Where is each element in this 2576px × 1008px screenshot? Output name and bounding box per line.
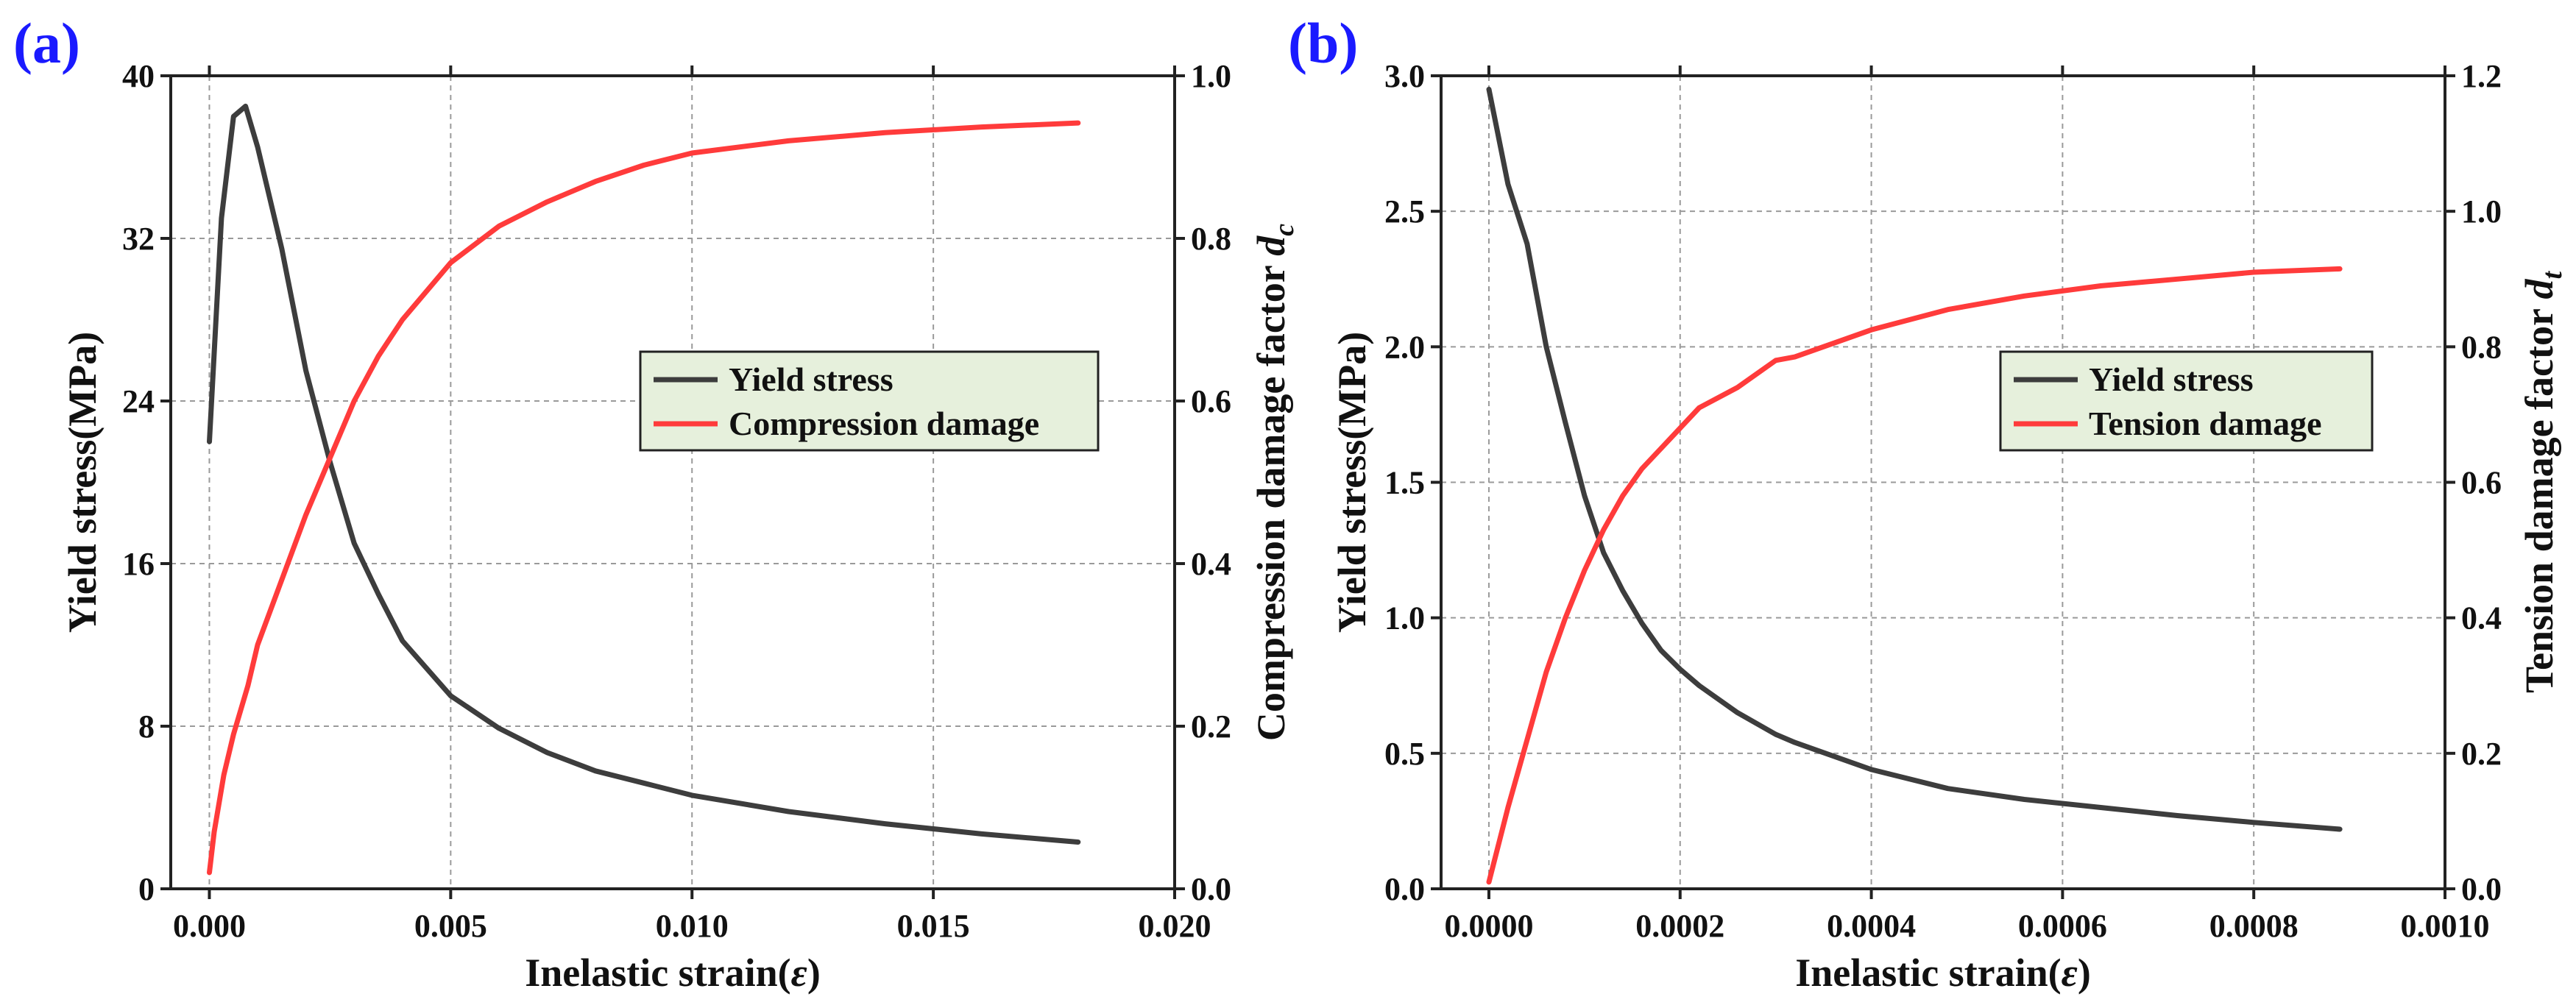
y-left-tick-label: 8 xyxy=(138,709,155,745)
y-right-tick-label: 0.0 xyxy=(1191,871,1231,907)
panel-a: (a) 0.000 0.005 0.010 0.015 0.020 0 8 16 24 32 40 0.… xyxy=(13,11,1300,995)
y-left-tick-label: 2.5 xyxy=(1384,194,1425,230)
panel-b: (b)0.0000 0.0002 0.0004 0.0006 0.0008 0.00100… xyxy=(1288,11,2568,995)
legend-box xyxy=(1999,350,2374,452)
legend-entry-label: Tension damage xyxy=(2089,405,2322,442)
y-right-tick-label: 0.8 xyxy=(1191,221,1231,257)
y-left-tick-label: 0 xyxy=(138,871,155,907)
series-line-yield-stress xyxy=(1486,86,2343,832)
y-left-tick-label: 1.0 xyxy=(1384,600,1425,636)
x-tick-label: 0.005 xyxy=(414,908,487,944)
x-tick-label: 0.0004 xyxy=(1827,908,1916,944)
y-right-tick-label: 1.0 xyxy=(2461,194,2502,230)
y-left-tick-label: 2.0 xyxy=(1384,329,1425,365)
y-right-tick-label: 1.2 xyxy=(2461,58,2502,94)
x-tick-label: 0.020 xyxy=(1139,908,1211,944)
panel-label: (a) xyxy=(13,11,80,75)
legend-entry-label: Compression damage xyxy=(729,405,1039,442)
y-left-tick-label: 24 xyxy=(122,383,155,419)
y-right-tick-label: 0.2 xyxy=(1191,709,1231,745)
x-tick-label: 0.0006 xyxy=(2018,908,2107,944)
x-tick-label: 0.0010 xyxy=(2401,908,2490,944)
y-right-tick-label: 0.4 xyxy=(2461,600,2502,636)
plot-frame xyxy=(169,74,1176,890)
y-left-tick-label: 0.0 xyxy=(1384,871,1425,907)
y-right-tick-label: 1.0 xyxy=(1191,58,1231,94)
y-right-tick-label: 0.4 xyxy=(1191,546,1231,582)
y-right-tick-label: 0.8 xyxy=(2461,329,2502,365)
series-line-compression-damage xyxy=(207,120,1081,876)
y-right-tick-label: 0.2 xyxy=(2461,736,2502,772)
y-left-tick-label: 3.0 xyxy=(1384,58,1425,94)
series-line-yield-stress xyxy=(207,103,1081,845)
y-left-tick-label: 0.5 xyxy=(1384,736,1425,772)
y-left-axis-title: Yield stress(MPa) xyxy=(60,332,105,633)
y-left-tick-label: 16 xyxy=(122,546,155,582)
x-tick-label: 0.000 xyxy=(173,908,246,944)
series-line-tension-damage xyxy=(1486,266,2343,885)
y-right-axis-title: Compression damage factor dc xyxy=(1249,224,1300,741)
y-right-axis-title: Tension damage factor dt xyxy=(2517,271,2568,694)
y-left-tick-label: 40 xyxy=(122,58,155,94)
y-right-tick-label: 0.0 xyxy=(2461,871,2502,907)
legend-entry-label: Yield stress xyxy=(2089,361,2254,398)
y-left-axis-title: Yield stress(MPa) xyxy=(1330,332,1374,633)
y-left-tick-label: 32 xyxy=(122,221,155,257)
x-tick-label: 0.0002 xyxy=(1635,908,1724,944)
panel-label: (b) xyxy=(1288,11,1358,75)
x-tick-label: 0.010 xyxy=(656,908,729,944)
x-tick-label: 0.015 xyxy=(897,908,970,944)
y-right-tick-label: 0.6 xyxy=(1191,383,1231,419)
legend-entry-label: Yield stress xyxy=(729,361,894,398)
x-axis-title: Inelastic strain(ε) xyxy=(1795,951,2091,995)
legend-box xyxy=(639,350,1100,452)
x-tick-label: 0.0008 xyxy=(2209,908,2299,944)
x-tick-label: 0.0000 xyxy=(1444,908,1533,944)
y-right-tick-label: 0.6 xyxy=(2461,465,2502,501)
legend: Yield stress Tension damage xyxy=(1999,350,2374,452)
x-axis-title: Inelastic strain(ε) xyxy=(525,951,821,995)
legend: Yield stress Compression damage xyxy=(639,350,1100,452)
y-left-tick-label: 1.5 xyxy=(1384,465,1425,501)
